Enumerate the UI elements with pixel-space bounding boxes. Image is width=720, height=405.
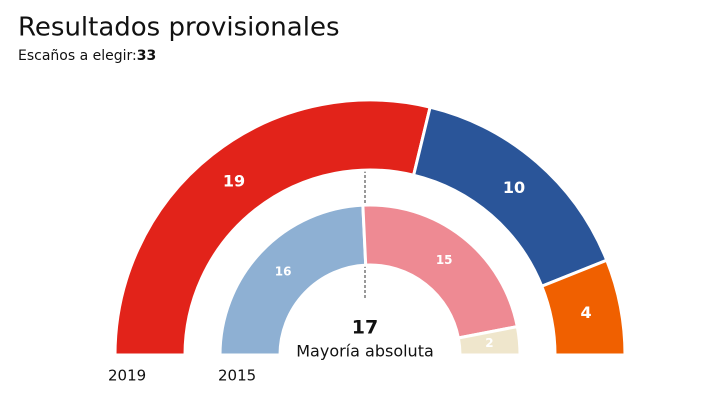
- seat-segment: [361, 203, 520, 340]
- seat-segment: [113, 98, 432, 357]
- chart-title: Resultados provisionales: [18, 13, 339, 43]
- value-label: 2: [485, 336, 493, 350]
- value-label: 10: [503, 178, 525, 197]
- seat-segment: [218, 203, 368, 357]
- value-label: 15: [436, 253, 453, 267]
- chart-subtitle: Escaños a elegir:33: [18, 48, 156, 64]
- majority-value: 17: [352, 317, 378, 339]
- value-label: 19: [223, 172, 245, 191]
- total-seats: 33: [137, 48, 156, 64]
- majority-label: Mayoría absoluta: [296, 342, 434, 361]
- value-label: 16: [275, 265, 292, 279]
- seat-segment: [456, 324, 522, 357]
- ring-label: 2019: [108, 367, 146, 385]
- seat-segment: [539, 258, 627, 357]
- subtitle-label: Escaños a elegir:: [18, 48, 137, 64]
- ring-label: 2015: [218, 367, 256, 385]
- value-label: 4: [580, 303, 591, 322]
